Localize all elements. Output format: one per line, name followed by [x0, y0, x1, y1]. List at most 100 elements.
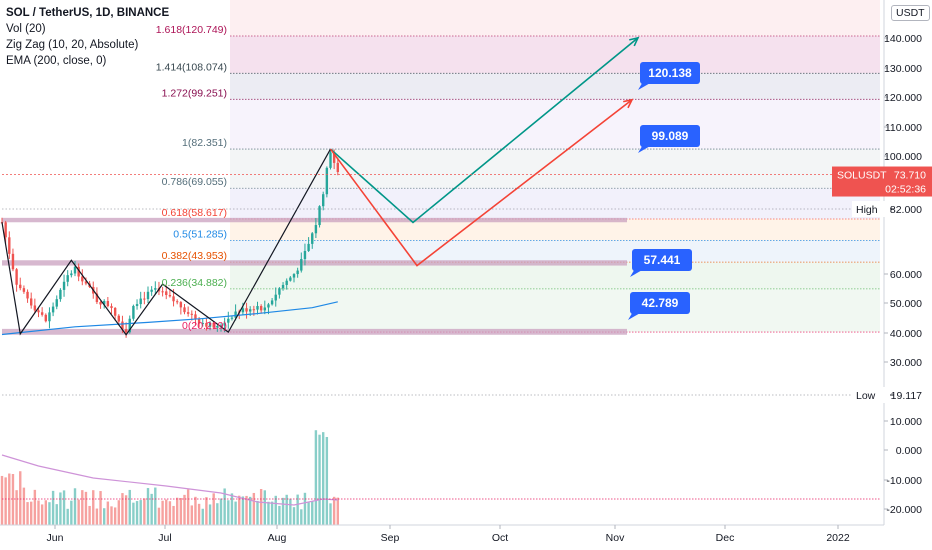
volume-bar [336, 497, 339, 527]
candle-body [84, 281, 88, 284]
candle-body [154, 288, 157, 290]
volume-bar [139, 500, 142, 527]
candle-body [106, 301, 110, 307]
drawings [1, 36, 884, 396]
candle-body [62, 281, 66, 290]
extreme-label: Low [856, 390, 876, 402]
candlesticks [0, 149, 339, 338]
volume-bar [230, 493, 234, 527]
candle-body [197, 318, 201, 324]
candle-body [70, 273, 73, 276]
volume-bar [292, 507, 296, 527]
volume-bar [245, 495, 248, 527]
target-price-label[interactable]: 57.441 [630, 249, 692, 277]
candle-body [289, 277, 292, 281]
candle-body [51, 306, 55, 313]
candle-body [121, 321, 124, 330]
fib-level-label: 1.272(99.251) [162, 87, 227, 99]
candle-body [4, 222, 7, 238]
volume-bar [55, 504, 58, 527]
volume-bar [303, 492, 307, 527]
candle-body [40, 312, 44, 315]
candle-body [227, 318, 230, 323]
volume-bar [37, 500, 40, 527]
fib-band [230, 99, 880, 150]
zigzag-indicator-label: Zig Zag (10, 20, Absolute) [6, 39, 139, 51]
candle-body [314, 225, 318, 234]
volume-bar [256, 500, 259, 527]
volume-bar [179, 498, 183, 527]
volume-bar [8, 473, 11, 527]
target-price-label[interactable]: 99.089 [638, 125, 700, 153]
candle-body [325, 167, 329, 195]
volume-bar [252, 492, 256, 527]
price-tick-label: 50.000 [890, 298, 922, 310]
time-axis-bg [0, 525, 932, 550]
candle-body [150, 289, 153, 292]
last-price-tag [832, 166, 932, 197]
time-axis[interactable]: Jun Jul Aug Sep Oct Nov Dec 2022 [0, 524, 932, 550]
volume-bar [267, 501, 270, 527]
fib-level-label: 0.618(58.617) [162, 207, 227, 219]
target-price-text: 120.138 [648, 66, 692, 80]
volume-bars [0, 430, 880, 527]
ema-200-line [1, 301, 338, 336]
volume-bar [307, 502, 310, 527]
volume-bar [322, 432, 325, 527]
candle-body [216, 326, 219, 328]
fib-band [230, 240, 880, 263]
volume-bar [238, 495, 241, 527]
volume-bar [259, 489, 263, 527]
candle-body [249, 309, 252, 312]
volume-bar [66, 508, 69, 527]
fib-level-label: 1.414(108.074) [156, 61, 227, 73]
volume-bar [329, 503, 332, 527]
support-zone [2, 217, 627, 223]
extreme-value: 19.117 [891, 390, 922, 402]
candle-body [285, 280, 288, 285]
candle-body [263, 307, 266, 311]
candle-body [8, 237, 11, 254]
candle-body [190, 313, 193, 315]
last-price-symbol: SOLUSDT [837, 170, 887, 182]
volume-bar [227, 500, 230, 527]
candle-body [241, 308, 245, 313]
volume-bar [281, 497, 285, 527]
last-price-value: 73.710 [894, 170, 926, 182]
volume-bar [128, 489, 131, 527]
support-zone [2, 260, 627, 266]
candle-body [59, 289, 62, 300]
candle-body [132, 305, 135, 319]
candle-body [278, 288, 281, 295]
volume-bar [84, 491, 88, 527]
currency-unit-badge[interactable]: USDT [891, 5, 930, 21]
fib-level-label: 1.618(120.749) [156, 24, 227, 36]
target-price-label[interactable]: 120.138 [638, 62, 700, 90]
candle-body [307, 243, 310, 251]
target-price-label[interactable]: 42.789 [628, 292, 690, 320]
volume-bar [194, 496, 197, 527]
volume-indicator-label: Vol (20) [6, 23, 46, 35]
volume-bar [143, 498, 146, 527]
price-tick-label: 60.000 [890, 269, 922, 281]
time-tick-label: Sep [381, 532, 400, 544]
candle-body [322, 194, 325, 207]
volume-bar [197, 503, 201, 527]
candle-body [208, 322, 212, 327]
fib-band [230, 0, 880, 36]
candle-body [77, 266, 80, 277]
volume-bar [88, 505, 91, 527]
volume-bar [186, 489, 190, 527]
fib-band [230, 288, 880, 333]
volume-bar [176, 497, 179, 527]
chart-legend: SOL / TetherUS, 1D, BINANCE Vol (20) Zig… [6, 5, 169, 69]
candle-body [274, 294, 277, 301]
candle-body [172, 296, 175, 302]
volume-bar [270, 501, 274, 527]
volume-bar [205, 497, 208, 527]
price-axis[interactable]: 140.000130.000120.000110.000100.00090.00… [832, 0, 932, 525]
volume-bar [40, 504, 44, 527]
candle-body [201, 323, 204, 325]
candle-body [267, 304, 270, 308]
